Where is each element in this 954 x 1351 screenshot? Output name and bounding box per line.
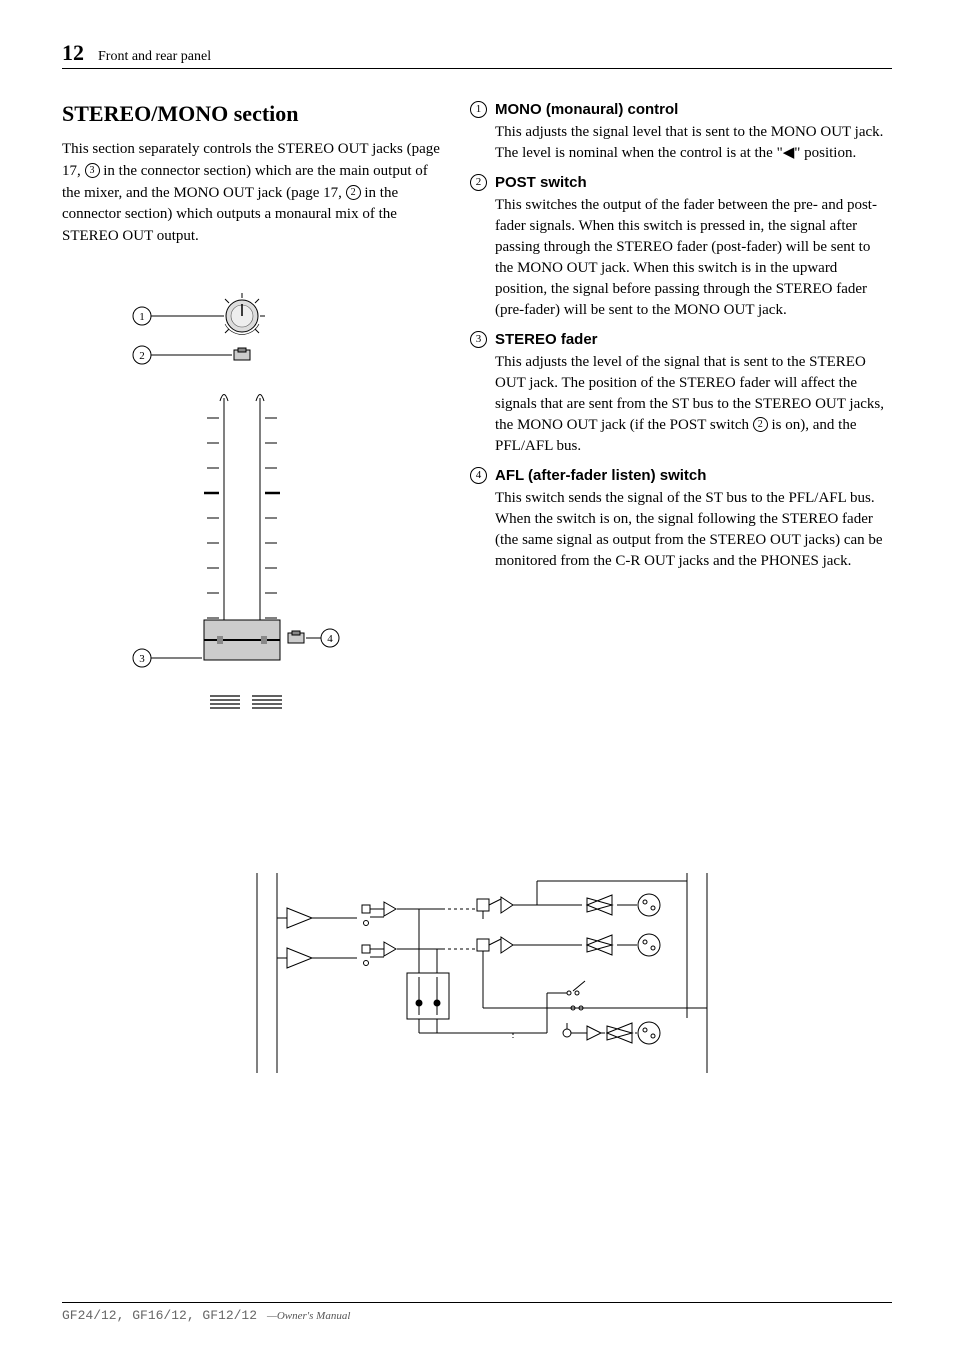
page-header: 12 Front and rear panel: [62, 40, 892, 69]
intro-paragraph: This section separately controls the STE…: [62, 139, 442, 248]
svg-text:2: 2: [139, 350, 145, 362]
item-afl-switch: 4 AFL (after-fader listen) switch This s…: [470, 467, 892, 572]
ref-circled-3: 3: [85, 163, 100, 178]
page-number: 12: [62, 40, 84, 66]
footer-label: —Owner's Manual: [267, 1310, 350, 1322]
definitions-list: 1 MONO (monaural) control This adjusts t…: [470, 101, 892, 773]
item-desc: This adjusts the signal level that is se…: [495, 122, 892, 164]
footer-models: GF24/12, GF16/12, GF12/12: [62, 1308, 257, 1323]
page-footer: GF24/12, GF16/12, GF12/12 —Owner's Manua…: [62, 1302, 892, 1323]
ref-circled-2: 2: [346, 185, 361, 200]
item-post-switch: 2 POST switch This switches the output o…: [470, 174, 892, 321]
header-section-title: Front and rear panel: [98, 49, 211, 65]
item-mono-control: 1 MONO (monaural) control This adjusts t…: [470, 101, 892, 164]
left-arrow-icon: ◀: [783, 145, 795, 161]
panel-diagram: 1 2: [92, 288, 372, 768]
ref-circled-2: 2: [753, 417, 768, 432]
item-stereo-fader: 3 STEREO fader This adjusts the level of…: [470, 331, 892, 457]
item-desc: This switch sends the signal of the ST b…: [495, 488, 892, 572]
item-title: AFL (after-fader listen) switch: [495, 467, 892, 484]
item-title: STEREO fader: [495, 331, 892, 348]
svg-text:1: 1: [139, 311, 145, 323]
item-desc: This switches the output of the fader be…: [495, 195, 892, 321]
item-title: MONO (monaural) control: [495, 101, 892, 118]
svg-text:3: 3: [139, 653, 145, 665]
signal-block-diagram: [217, 863, 737, 1083]
section-title: STEREO/MONO section: [62, 101, 442, 127]
item-desc: This adjusts the level of the signal tha…: [495, 352, 892, 457]
svg-text:4: 4: [327, 633, 333, 645]
item-title: POST switch: [495, 174, 892, 191]
